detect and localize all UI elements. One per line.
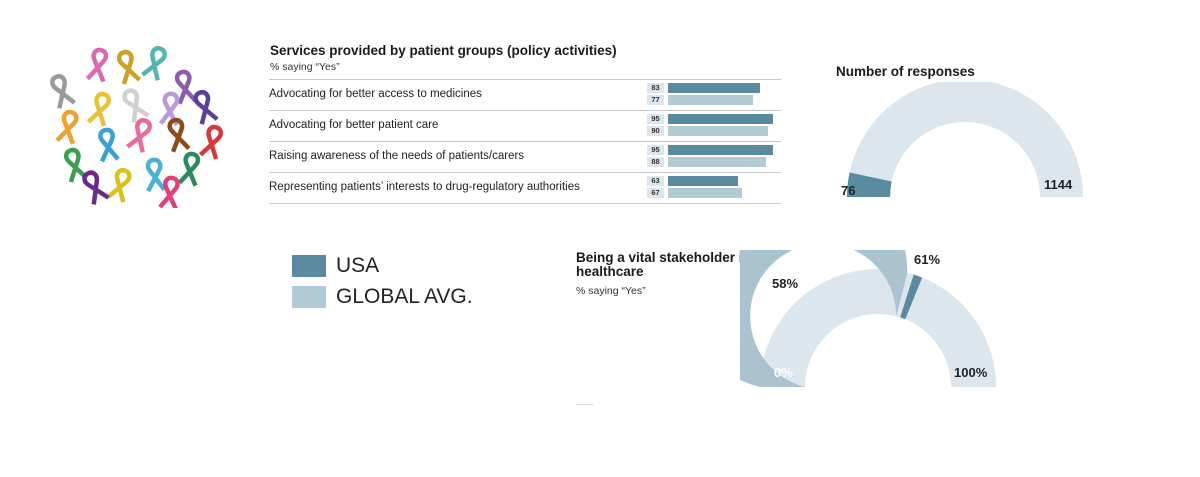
ribbon-icon bbox=[82, 170, 110, 205]
ribbon-icon bbox=[106, 167, 132, 203]
bar-row: Raising awareness of the needs of patien… bbox=[269, 142, 781, 173]
responses-gauge-fill bbox=[847, 172, 892, 197]
vital-gauge-usa-marker bbox=[900, 274, 923, 320]
ribbon-icon bbox=[63, 147, 89, 183]
vital-gauge-subtitle: % saying “Yes” bbox=[576, 285, 646, 297]
ribbon-icon bbox=[174, 69, 198, 105]
ribbon-icon bbox=[98, 127, 120, 163]
ribbon-icon bbox=[145, 157, 167, 193]
vital-gauge-title: Being a vital stakeholder in healthcare bbox=[576, 250, 751, 279]
ribbon-icon bbox=[55, 109, 79, 145]
ribbon-icon bbox=[141, 46, 167, 81]
bar-category-label: Raising awareness of the needs of patien… bbox=[269, 150, 525, 162]
bar-usa bbox=[668, 145, 774, 155]
responses-gauge-max-label: 1144 bbox=[1044, 177, 1073, 192]
bar-row: Advocating for better access to medicine… bbox=[269, 79, 781, 111]
ribbon-icon bbox=[116, 49, 142, 85]
ribbon-icon bbox=[158, 175, 180, 208]
bar-global bbox=[668, 188, 743, 198]
responses-gauge-title: Number of responses bbox=[836, 64, 975, 79]
legend-label-usa: USA bbox=[336, 254, 380, 277]
bar-global bbox=[668, 95, 754, 105]
bar-value-label-global: 77 bbox=[647, 95, 664, 105]
bar-chart-title: Services provided by patient groups (pol… bbox=[270, 43, 617, 58]
legend-swatch-usa bbox=[292, 255, 326, 277]
ribbon-icon bbox=[193, 89, 219, 125]
bar-value-label-usa: 95 bbox=[647, 145, 664, 155]
bar-global bbox=[668, 126, 768, 136]
bar-value-label-usa: 83 bbox=[647, 83, 664, 93]
bar-category-label: Advocating for better access to medicine… bbox=[269, 88, 482, 100]
legend-item-usa: USA bbox=[292, 252, 473, 280]
bar-value-label-usa: 63 bbox=[647, 176, 664, 186]
vital-gauge-usa-label: 61% bbox=[914, 252, 940, 267]
ribbon-icon bbox=[86, 91, 112, 127]
ribbon-icon bbox=[198, 124, 224, 160]
legend-item-global: GLOBAL AVG. bbox=[292, 283, 473, 311]
legend: USA GLOBAL AVG. bbox=[292, 252, 473, 311]
bar-chart-subtitle: % saying “Yes” bbox=[270, 61, 340, 73]
responses-gauge-track bbox=[847, 82, 1083, 197]
ribbon-icon bbox=[158, 91, 180, 127]
vital-gauge: 0% 100% 58% 61% bbox=[740, 250, 996, 387]
bar-row: Representing patients’ interests to drug… bbox=[269, 173, 781, 204]
vital-gauge-min-label: 0% bbox=[774, 365, 793, 380]
vital-gauge-max-label: 100% bbox=[954, 365, 988, 380]
bar-category-label: Representing patients’ interests to drug… bbox=[269, 181, 580, 193]
bar-usa bbox=[668, 83, 761, 93]
bar-usa bbox=[668, 114, 774, 124]
bar-value-label-global: 67 bbox=[647, 188, 664, 198]
divider bbox=[576, 404, 594, 405]
ribbon-icon bbox=[122, 88, 150, 123]
bar-value-label-usa: 95 bbox=[647, 114, 664, 124]
responses-gauge-value-label: 76 bbox=[841, 183, 855, 198]
bar-row: Advocating for better patient care 95 90 bbox=[269, 111, 781, 142]
bar-usa bbox=[668, 176, 738, 186]
legend-label-global: GLOBAL AVG. bbox=[336, 285, 473, 308]
bar-chart-table: Advocating for better access to medicine… bbox=[269, 79, 781, 204]
vital-gauge-global-fill bbox=[740, 250, 908, 387]
vital-gauge-track bbox=[760, 269, 996, 387]
ribbon-icon bbox=[50, 74, 76, 109]
responses-gauge: 76 1144 bbox=[841, 82, 1083, 198]
awareness-ribbons-illustration bbox=[50, 46, 224, 208]
ribbon-icon bbox=[167, 117, 191, 153]
bar-category-label: Advocating for better patient care bbox=[269, 119, 439, 131]
ribbon-icon bbox=[85, 47, 109, 83]
legend-swatch-global bbox=[292, 286, 326, 308]
vital-gauge-global-label: 58% bbox=[772, 276, 798, 291]
bar-global bbox=[668, 157, 766, 167]
ribbon-icon bbox=[177, 151, 201, 187]
ribbon-icon bbox=[126, 118, 152, 153]
bar-value-label-global: 90 bbox=[647, 126, 664, 136]
bar-value-label-global: 88 bbox=[647, 157, 664, 167]
